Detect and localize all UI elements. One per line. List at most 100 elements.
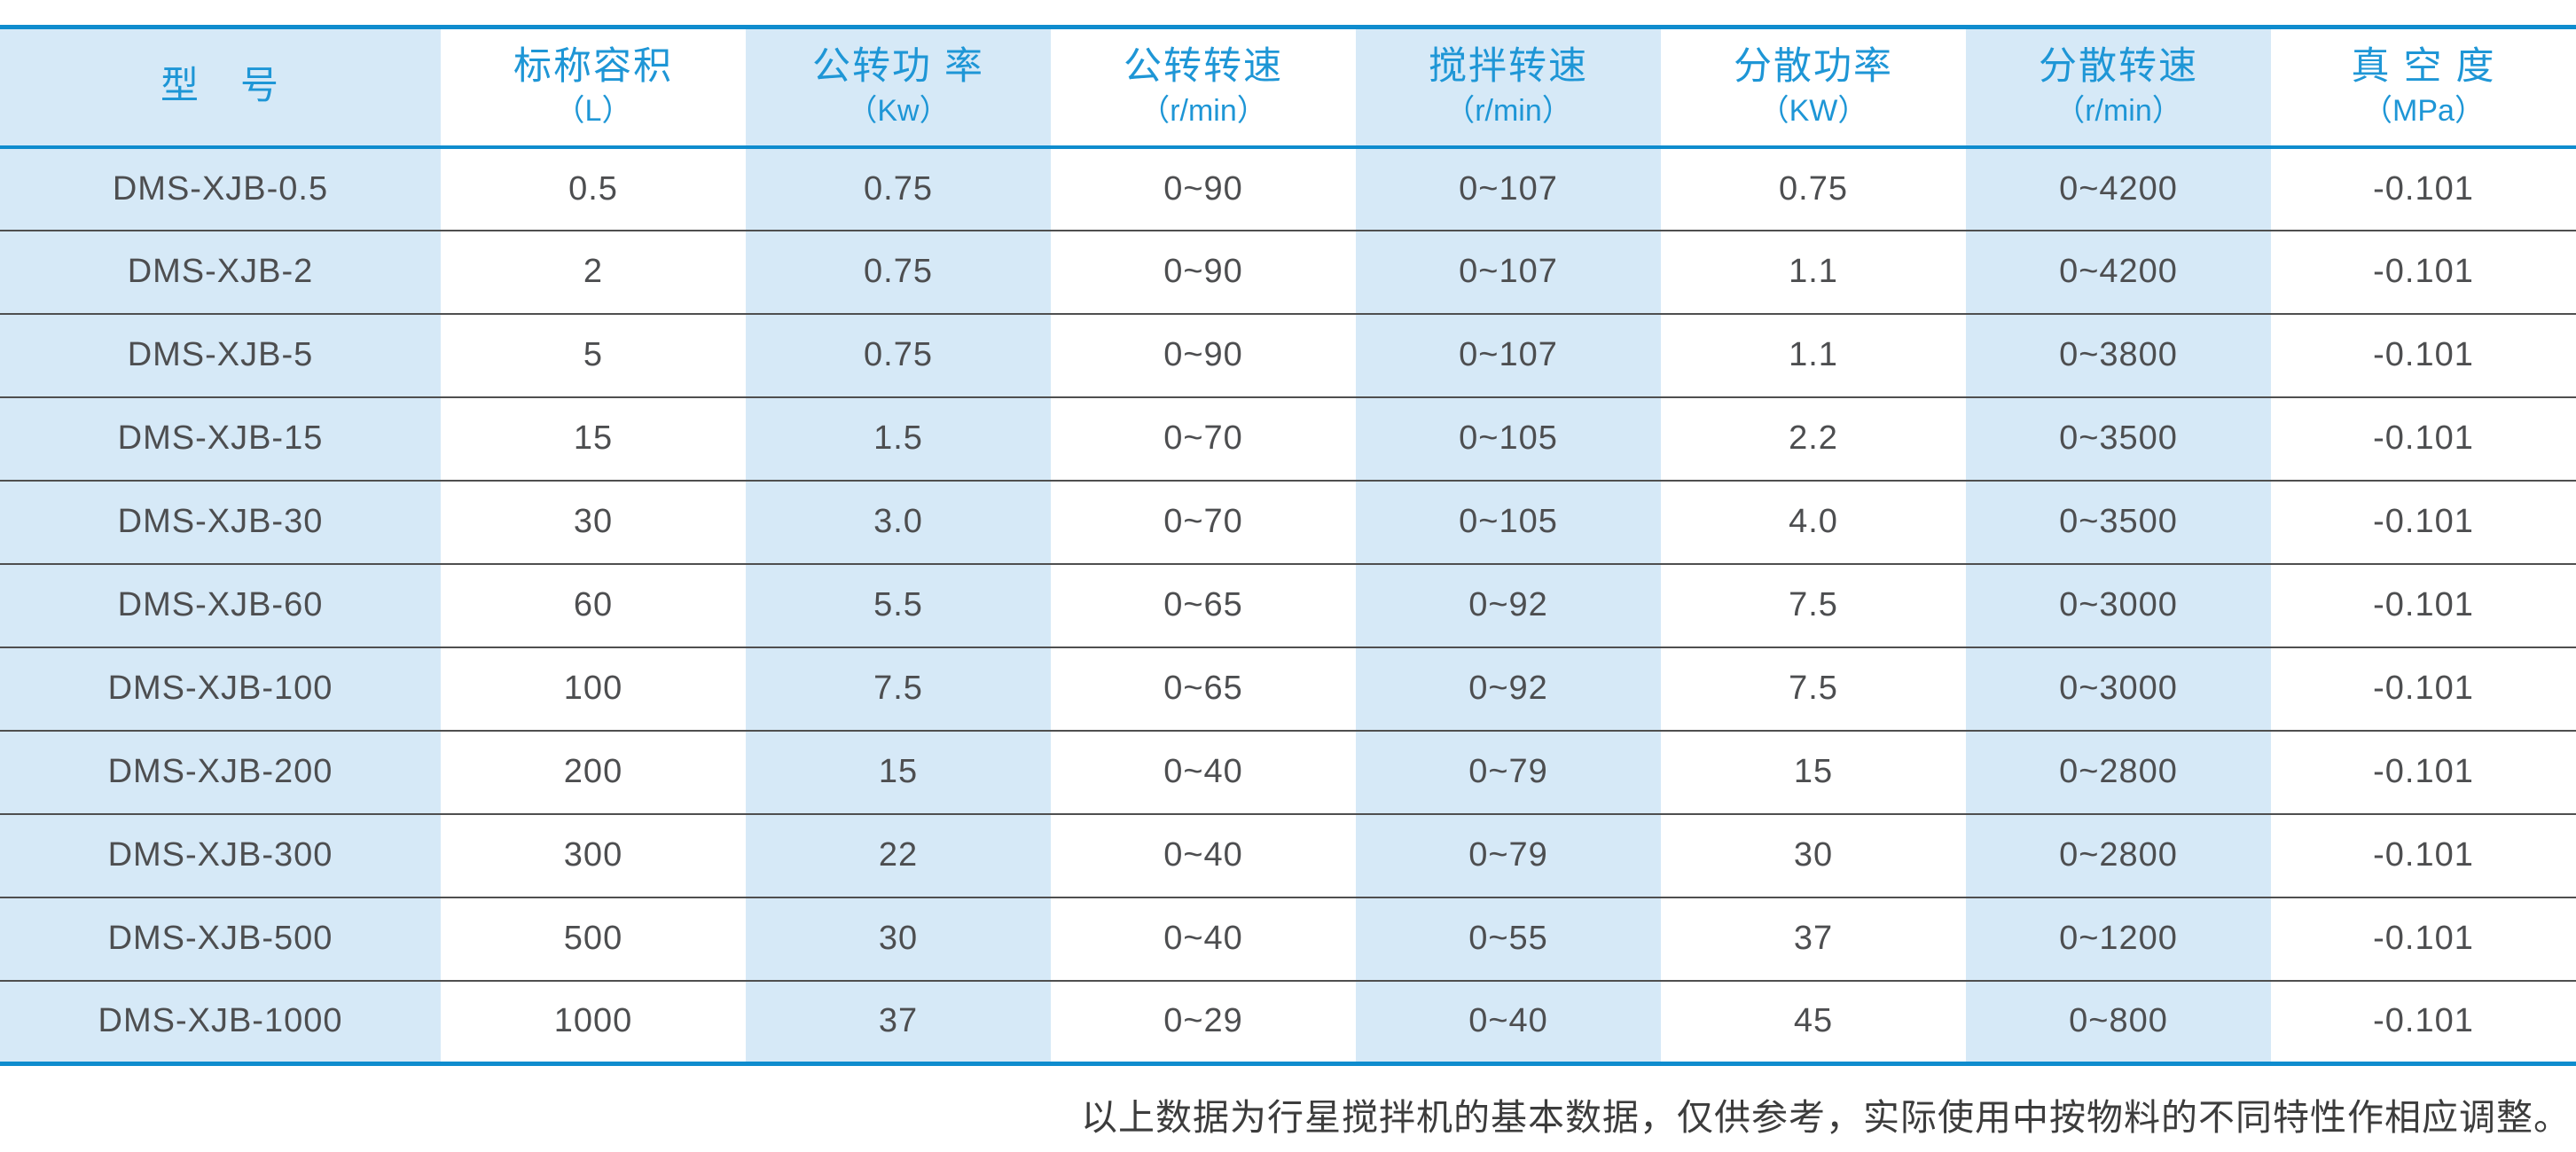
value-cell: -0.101 bbox=[2271, 479, 2576, 564]
value-cell: 200 bbox=[441, 729, 746, 814]
value-cell: 0~3000 bbox=[1966, 562, 2271, 647]
column-title: 真 空 度 bbox=[2351, 45, 2496, 89]
value-cell: -0.101 bbox=[2271, 646, 2576, 731]
value-cell: -0.101 bbox=[2271, 896, 2576, 981]
value-cell: 37 bbox=[746, 979, 1051, 1064]
value-cell: 0~55 bbox=[1356, 896, 1661, 981]
value-cell: 45 bbox=[1661, 979, 1966, 1064]
value-cell: 7.5 bbox=[1661, 646, 1966, 731]
value-cell: -0.101 bbox=[2271, 312, 2576, 397]
value-cell: 5.5 bbox=[746, 562, 1051, 647]
value-cell: 0~40 bbox=[1051, 729, 1356, 814]
table-row: DMS-XJB-0.5 0.5 0.75 0~90 0~107 0.75 0~4200 -0.… bbox=[0, 147, 2576, 231]
table-row: DMS-XJB-15 15 1.5 0~70 0~105 2.2 0~3500 -0.101 bbox=[0, 396, 2576, 481]
value-cell: 0.75 bbox=[864, 169, 933, 208]
table-row: DMS-XJB-2 2 0.75 0~90 0~107 1.1 0~4200 -0.101 bbox=[0, 229, 2576, 314]
model-cell: DMS-XJB-200 bbox=[0, 729, 441, 814]
value-cell: 0.75 bbox=[746, 312, 1051, 397]
value-cell: 30 bbox=[1661, 812, 1966, 897]
value-cell: 0~40 bbox=[1051, 812, 1356, 897]
table-row: DMS-XJB-60 60 5.5 0~65 0~92 7.5 0~3000 -0.101 bbox=[0, 562, 2576, 647]
value-cell: -0.101 bbox=[2271, 229, 2576, 314]
value-cell: 0~3500 bbox=[1966, 396, 2271, 481]
value-cell: 0~90 bbox=[1051, 229, 1356, 314]
model-cell: DMS-XJB-30 bbox=[0, 479, 441, 564]
model-cell: DMS-XJB-2 bbox=[0, 229, 441, 314]
value-cell: 0~105 bbox=[1356, 396, 1661, 481]
table-row: DMS-XJB-500 500 30 0~40 0~55 37 0~1200 -0.101 bbox=[0, 896, 2576, 981]
column-header-nominal-volume: 标称容积 （L） bbox=[441, 27, 746, 149]
value-cell: -0.101 bbox=[2271, 729, 2576, 814]
value-cell: 30 bbox=[746, 896, 1051, 981]
value-cell: 7.5 bbox=[1661, 562, 1966, 647]
value-cell: 22 bbox=[746, 812, 1051, 897]
table-row: DMS-XJB-300 300 22 0~40 0~79 30 0~2800 -0.101 bbox=[0, 812, 2576, 897]
model-cell: DMS-XJB-5 bbox=[0, 312, 441, 397]
column-header-model: 型 号 bbox=[0, 27, 441, 149]
value-cell: 0~90 bbox=[1163, 169, 1243, 208]
value-cell: 15 bbox=[441, 396, 746, 481]
value-cell: 0~105 bbox=[1356, 479, 1661, 564]
value-cell: 0~70 bbox=[1051, 479, 1356, 564]
value-cell: 0~79 bbox=[1356, 729, 1661, 814]
column-unit: （r/min） bbox=[2055, 94, 2182, 129]
column-header-revolution-speed: 公转转速 （r/min） bbox=[1051, 27, 1356, 149]
table-row: DMS-XJB-5 5 0.75 0~90 0~107 1.1 0~3800 -0.101 bbox=[0, 312, 2576, 397]
value-cell: 15 bbox=[1661, 729, 1966, 814]
value-cell: -0.101 bbox=[2373, 169, 2474, 208]
value-cell: 2 bbox=[441, 229, 746, 314]
value-cell: 0~29 bbox=[1051, 979, 1356, 1064]
table-row: DMS-XJB-30 30 3.0 0~70 0~105 4.0 0~3500 -0.101 bbox=[0, 479, 2576, 564]
column-header-dispersion-power: 分散功率 （KW） bbox=[1661, 27, 1966, 149]
column-header-dispersion-speed: 分散转速 （r/min） bbox=[1966, 27, 2271, 149]
model-cell: DMS-XJB-500 bbox=[0, 896, 441, 981]
value-cell: 1.5 bbox=[746, 396, 1051, 481]
value-cell: 500 bbox=[441, 896, 746, 981]
value-cell: 0~3500 bbox=[1966, 479, 2271, 564]
header-row: 型 号 标称容积 （L） 公转功 率 （Kw） 公转转速 （r/min） bbox=[0, 27, 2576, 149]
value-cell: 4.0 bbox=[1661, 479, 1966, 564]
value-cell: 3.0 bbox=[746, 479, 1051, 564]
value-cell: 0~40 bbox=[1051, 896, 1356, 981]
value-cell: -0.101 bbox=[2271, 979, 2576, 1064]
value-cell: 1.1 bbox=[1661, 312, 1966, 397]
column-unit: （r/min） bbox=[1445, 94, 1572, 129]
value-cell: 2.2 bbox=[1661, 396, 1966, 481]
value-cell: 0~79 bbox=[1356, 812, 1661, 897]
column-unit: （L） bbox=[554, 94, 632, 129]
spec-table-section: 型 号 标称容积 （L） 公转功 率 （Kw） 公转转速 （r/min） bbox=[0, 25, 2576, 1066]
column-title: 型 号 bbox=[161, 65, 280, 108]
table-row: DMS-XJB-1000 1000 37 0~29 0~40 45 0~800 -0.101 bbox=[0, 979, 2576, 1064]
value-cell: -0.101 bbox=[2271, 396, 2576, 481]
column-title: 标称容积 bbox=[513, 45, 673, 89]
column-title: 搅拌转速 bbox=[1429, 45, 1588, 89]
value-cell: 30 bbox=[441, 479, 746, 564]
value-cell: 300 bbox=[441, 812, 746, 897]
value-cell: 0~800 bbox=[1966, 979, 2271, 1064]
column-header-vacuum-degree: 真 空 度 （MPa） bbox=[2271, 27, 2576, 149]
spec-table-header: 型 号 标称容积 （L） 公转功 率 （Kw） 公转转速 （r/min） bbox=[0, 27, 2576, 149]
value-cell: 0.75 bbox=[1779, 169, 1848, 208]
value-cell: 0~90 bbox=[1051, 312, 1356, 397]
column-title: 公转转速 bbox=[1124, 45, 1283, 89]
value-cell: 37 bbox=[1661, 896, 1966, 981]
value-cell: 0.75 bbox=[746, 229, 1051, 314]
column-unit: （MPa） bbox=[2362, 94, 2485, 129]
column-unit: （KW） bbox=[1758, 94, 1868, 129]
column-title: 分散功率 bbox=[1734, 45, 1893, 89]
value-cell: 100 bbox=[441, 646, 746, 731]
value-cell: 0~4200 bbox=[2059, 169, 2178, 208]
spec-table-body: DMS-XJB-0.5 0.5 0.75 0~90 0~107 0.75 0~4200 -0.… bbox=[0, 147, 2576, 1064]
spec-table: 型 号 标称容积 （L） 公转功 率 （Kw） 公转转速 （r/min） bbox=[0, 25, 2576, 1066]
value-cell: 0~3000 bbox=[1966, 646, 2271, 731]
value-cell: 0~92 bbox=[1356, 646, 1661, 731]
model-cell: DMS-XJB-15 bbox=[0, 396, 441, 481]
model-cell: DMS-XJB-300 bbox=[0, 812, 441, 897]
value-cell: 1.1 bbox=[1661, 229, 1966, 314]
value-cell: -0.101 bbox=[2271, 562, 2576, 647]
value-cell: 0~2800 bbox=[1966, 812, 2271, 897]
value-cell: 0~107 bbox=[1356, 229, 1661, 314]
value-cell: 60 bbox=[441, 562, 746, 647]
footnote-text: 以上数据为行星搅拌机的基本数据，仅供参考，实际使用中按物料的不同特性作相应调整。 bbox=[1081, 1097, 2571, 1138]
